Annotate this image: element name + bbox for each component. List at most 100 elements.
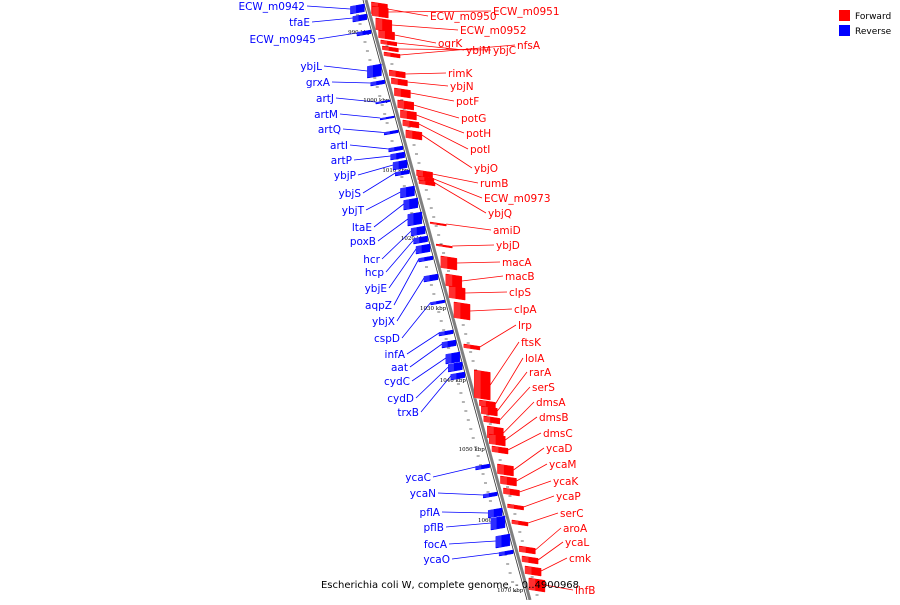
reverse-gene-label[interactable]: ECW_m0942 [238, 1, 305, 13]
gene-feature[interactable] [453, 301, 471, 321]
reverse-gene-label[interactable]: ycaO [423, 554, 450, 566]
forward-gene-label[interactable]: ogrK [438, 38, 463, 50]
reverse-gene-label[interactable]: hcr [363, 254, 380, 266]
forward-gene-label[interactable]: ftsK [521, 337, 542, 349]
gene-feature[interactable] [356, 29, 372, 37]
reverse-gene-label[interactable]: hcp [365, 267, 384, 279]
forward-gene-label[interactable]: ihfB [575, 585, 595, 597]
gene-feature[interactable] [402, 119, 420, 129]
forward-gene-label[interactable]: amiD [493, 225, 521, 237]
gene-feature[interactable] [440, 255, 458, 271]
gene-feature[interactable] [463, 343, 481, 351]
reverse-gene-label[interactable]: pflB [424, 522, 444, 534]
forward-gene-label[interactable]: potH [466, 128, 491, 140]
forward-gene-label[interactable]: ycaK [553, 476, 579, 488]
gene-feature[interactable] [487, 507, 503, 519]
gene-feature[interactable] [511, 519, 529, 527]
gene-feature[interactable] [388, 69, 406, 79]
reverse-gene-label[interactable]: ybjE [365, 283, 387, 295]
forward-gene-label[interactable]: ycaP [556, 491, 581, 503]
reverse-gene-label[interactable]: cydD [387, 393, 414, 405]
gene-feature[interactable] [375, 99, 391, 105]
reverse-gene-label[interactable]: ycaC [405, 472, 431, 484]
forward-gene-label[interactable]: ECW_m0973 [484, 193, 551, 205]
forward-gene-label[interactable]: clpA [514, 304, 537, 316]
gene-feature[interactable] [392, 159, 408, 171]
gene-feature[interactable] [423, 273, 439, 283]
gene-feature[interactable] [415, 243, 431, 255]
reverse-gene-label[interactable]: poxB [350, 236, 376, 248]
gene-feature[interactable] [441, 339, 457, 349]
gene-feature[interactable] [430, 299, 445, 306]
gene-feature[interactable] [390, 151, 405, 161]
forward-gene-label[interactable]: dmsC [543, 428, 573, 440]
gene-feature[interactable] [489, 433, 506, 447]
forward-gene-label[interactable]: ybjQ [488, 208, 512, 220]
forward-gene-label[interactable]: macA [502, 257, 532, 269]
reverse-gene-label[interactable]: grxA [306, 77, 331, 89]
gene-feature[interactable] [491, 445, 509, 455]
gene-feature[interactable] [418, 179, 436, 187]
forward-gene-label[interactable]: potF [456, 96, 479, 108]
forward-gene-label[interactable]: ycaD [546, 443, 573, 455]
reverse-gene-label[interactable]: ECW_m0945 [249, 34, 316, 46]
gene-feature[interactable] [400, 109, 417, 121]
gene-feature[interactable] [481, 405, 498, 417]
gene-feature[interactable] [450, 371, 466, 381]
gene-feature[interactable] [483, 491, 498, 499]
reverse-gene-label[interactable]: aqpZ [365, 300, 392, 312]
forward-gene-label[interactable]: cmk [569, 553, 592, 565]
forward-gene-label[interactable]: lolA [525, 353, 545, 365]
forward-gene-label[interactable]: rumB [480, 178, 508, 190]
reverse-gene-label[interactable]: cydC [384, 376, 410, 388]
gene-feature[interactable] [483, 415, 501, 425]
reverse-gene-label[interactable]: pflA [420, 507, 441, 519]
forward-gene-label[interactable]: ybjC [493, 45, 516, 57]
gene-feature[interactable] [397, 99, 414, 111]
reverse-gene-label[interactable]: aat [391, 362, 408, 374]
gene-feature[interactable] [394, 87, 411, 99]
forward-gene-label[interactable]: dmsA [536, 397, 566, 409]
gene-feature[interactable] [438, 329, 454, 337]
gene-feature[interactable] [473, 369, 491, 401]
reverse-gene-label[interactable]: artP [331, 155, 352, 167]
reverse-gene-label[interactable]: ybjP [334, 170, 356, 182]
reverse-gene-label[interactable]: tfaE [289, 17, 310, 29]
gene-feature[interactable] [448, 361, 463, 373]
forward-gene-label[interactable]: aroA [563, 523, 588, 535]
gene-feature[interactable] [370, 79, 385, 87]
gene-feature[interactable] [383, 51, 401, 59]
reverse-gene-label[interactable]: ycaN [410, 488, 436, 500]
forward-gene-label[interactable]: serC [560, 508, 584, 520]
reverse-gene-label[interactable]: artQ [318, 124, 341, 136]
gene-feature[interactable] [521, 555, 539, 565]
forward-gene-label[interactable]: macB [505, 271, 535, 283]
gene-feature[interactable] [519, 545, 536, 555]
gene-feature[interactable] [503, 487, 520, 497]
gene-feature[interactable] [380, 115, 395, 121]
forward-gene-label[interactable]: ybjO [474, 163, 498, 175]
gene-feature[interactable] [367, 63, 382, 79]
reverse-gene-label[interactable]: infA [385, 349, 406, 361]
gene-feature[interactable] [528, 577, 546, 593]
forward-gene-label[interactable]: serS [532, 382, 555, 394]
gene-feature[interactable] [400, 185, 415, 199]
gene-feature[interactable] [405, 129, 423, 141]
gene-feature[interactable] [350, 3, 365, 15]
reverse-gene-label[interactable]: trxB [397, 407, 419, 419]
gene-feature[interactable] [407, 211, 423, 227]
gene-feature[interactable] [498, 549, 514, 557]
gene-feature[interactable] [435, 243, 453, 249]
forward-gene-label[interactable]: ECW_m0950 [430, 11, 497, 23]
forward-gene-label[interactable]: lrp [518, 320, 532, 332]
gene-feature[interactable] [445, 351, 461, 365]
forward-gene-label[interactable]: potG [461, 113, 486, 125]
forward-gene-label[interactable]: ybjN [450, 81, 474, 93]
gene-feature[interactable] [495, 533, 511, 549]
gene-feature[interactable] [500, 475, 517, 487]
gene-feature[interactable] [382, 45, 399, 53]
gene-feature[interactable] [383, 129, 399, 136]
forward-gene-label[interactable]: nfsA [517, 40, 541, 52]
gene-feature[interactable] [418, 255, 434, 263]
reverse-gene-label[interactable]: ltaE [352, 222, 372, 234]
